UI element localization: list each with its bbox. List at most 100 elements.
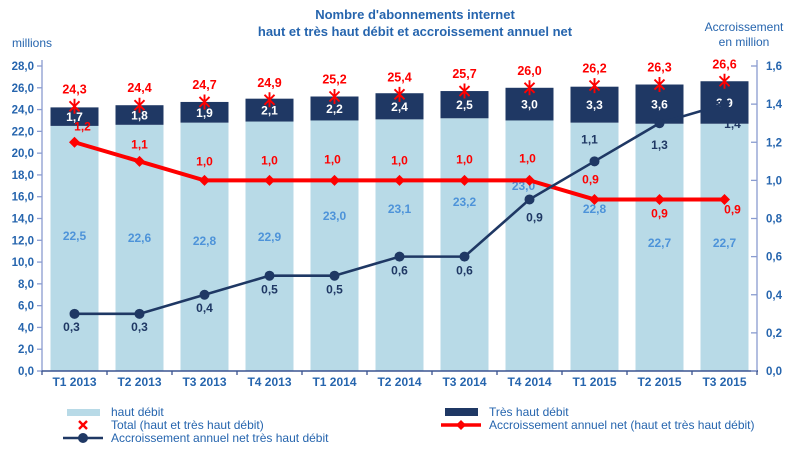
circle-marker	[719, 99, 730, 110]
total-x-marker	[263, 92, 276, 108]
haut-debit-value-label: 23,1	[388, 202, 412, 216]
right-axis-tick-label: 1,4	[766, 99, 783, 111]
total-value-label: 25,2	[322, 73, 346, 87]
total-x-marker	[718, 73, 731, 89]
legend-swatch-haut-debit	[66, 408, 100, 416]
total-value-label: 24,7	[192, 78, 216, 92]
total-value-label: 24,3	[62, 82, 86, 96]
tres-haut-debit-value-label: 2,2	[326, 102, 343, 116]
bar-tres-haut-debit	[115, 105, 164, 125]
chart-title-line1: Nombre d'abonnements internet	[315, 7, 515, 22]
right-axis-tick-label: 0,4	[766, 290, 783, 302]
diamond-marker	[329, 174, 340, 186]
circle-marker	[654, 118, 665, 129]
bar-tres-haut-debit	[245, 98, 294, 122]
left-axis-tick-label: 16,0	[12, 192, 34, 204]
left-axis-tick-label: 22,0	[12, 126, 34, 138]
total-x-marker	[393, 86, 406, 102]
total-value-label: 26,3	[647, 61, 671, 75]
diamond-marker	[589, 193, 600, 205]
legend-label-total: Total (haut et très haut débit)	[111, 418, 264, 432]
accroissement-total-value-label: 1,0	[324, 152, 341, 166]
tres-haut-debit-value-label: 1,9	[196, 106, 213, 120]
circle-marker	[459, 251, 470, 262]
left-axis-tick-label: 28,0	[12, 61, 34, 73]
left-axis-unit-label: millions	[12, 36, 53, 50]
left-axis-tick-label: 4,0	[18, 322, 34, 334]
diamond-marker	[134, 155, 145, 167]
x-axis-category-label: T4 2013	[247, 375, 291, 389]
haut-debit-value-label: 23,0	[323, 209, 347, 223]
circle-marker	[69, 308, 80, 319]
accroissement-thd-value-label: 1,3	[651, 138, 668, 152]
tres-haut-debit-value-label: 2,4	[391, 100, 408, 114]
x-axis-category-label: T2 2014	[377, 375, 421, 389]
x-axis-category-label: T4 2014	[507, 375, 551, 389]
accroissement-total-value-label: 1,2	[74, 119, 91, 133]
total-value-label: 26,2	[582, 62, 606, 76]
x-axis-category-label: T1 2014	[312, 375, 356, 389]
haut-debit-value-label: 22,7	[648, 236, 672, 250]
accroissement-thd-value-label: 1,4	[724, 117, 741, 131]
x-axis-category-label: T3 2013	[182, 375, 226, 389]
total-value-label: 26,0	[517, 64, 541, 78]
tres-haut-debit-value-label: 3,0	[521, 98, 538, 112]
legend-line-circle-icon	[63, 433, 103, 443]
total-value-label: 26,6	[712, 57, 736, 71]
bar-haut-debit	[50, 125, 99, 372]
accroissement-total-value-label: 1,0	[391, 153, 408, 167]
bar-haut-debit	[635, 123, 684, 371]
circle-marker	[264, 270, 275, 281]
tres-haut-debit-value-label: 1,8	[131, 109, 148, 123]
bar-tres-haut-debit	[180, 101, 229, 123]
diamond-marker	[524, 174, 535, 186]
bar-haut-debit	[700, 123, 749, 371]
legend-swatch-tres-haut-debit	[444, 408, 478, 416]
accroissement-thd-value-label: 0,3	[63, 320, 80, 334]
total-value-label: 24,4	[127, 81, 151, 95]
diamond-marker	[459, 174, 470, 186]
accroissement-total-value-label: 1,1	[131, 137, 148, 151]
total-value-label: 25,4	[387, 70, 411, 84]
accroissement-total-value-label: 1,0	[261, 153, 278, 167]
accroissement-total-value-label: 1,0	[196, 154, 213, 168]
right-axis-tick-label: 1,6	[766, 61, 782, 73]
accroissement-total-value-label: 0,9	[724, 202, 741, 216]
right-axis-tick-label: 1,2	[766, 137, 782, 149]
right-axis-unit-line1: Accroissement	[704, 20, 784, 34]
left-axis-tick-label: 10,0	[12, 257, 34, 269]
total-x-marker	[523, 80, 536, 96]
tres-haut-debit-value-label: 2,1	[261, 104, 278, 118]
legend-x-marker-icon	[78, 420, 88, 430]
total-x-marker	[458, 83, 471, 99]
x-axis-category-label: T2 2013	[117, 375, 161, 389]
x-axis-category-label: T1 2015	[572, 375, 616, 389]
haut-debit-value-label: 23,2	[453, 195, 477, 209]
legend-line-diamond-icon	[441, 420, 481, 430]
left-axis-tick-label: 2,0	[18, 344, 34, 356]
accroissement-total-value-label: 0,9	[651, 206, 668, 220]
left-axis-tick-label: 12,0	[12, 235, 34, 247]
legend-label-accroissement-thd: Accroissement annuel net très haut débit	[111, 431, 329, 445]
accroissement-thd-value-label: 0,3	[131, 320, 148, 334]
left-axis-tick-label: 18,0	[12, 170, 34, 182]
total-x-marker	[653, 77, 666, 93]
circle-marker	[589, 156, 600, 167]
tres-haut-debit-value-label: 1,7	[66, 110, 83, 124]
bar-tres-haut-debit	[50, 107, 99, 126]
x-axis-category-label: T3 2015	[702, 375, 746, 389]
accroissement-total-value-label: 1,0	[519, 151, 536, 165]
diamond-marker	[654, 193, 665, 205]
accroissement-thd-value-label: 0,9	[526, 210, 543, 224]
right-axis-tick-label: 0,0	[766, 366, 782, 378]
bar-haut-debit	[310, 120, 359, 371]
diamond-marker	[394, 174, 405, 186]
diamond-marker	[719, 193, 730, 205]
total-value-label: 25,7	[452, 67, 476, 81]
total-x-marker	[68, 98, 81, 114]
legend-label-accroissement-total: Accroissement annuel net (haut et très h…	[489, 418, 755, 432]
right-axis-tick-label: 0,2	[766, 328, 782, 340]
accroissement-thd-value-label: 0,6	[391, 264, 408, 278]
right-axis-unit-line2: en million	[718, 35, 770, 49]
